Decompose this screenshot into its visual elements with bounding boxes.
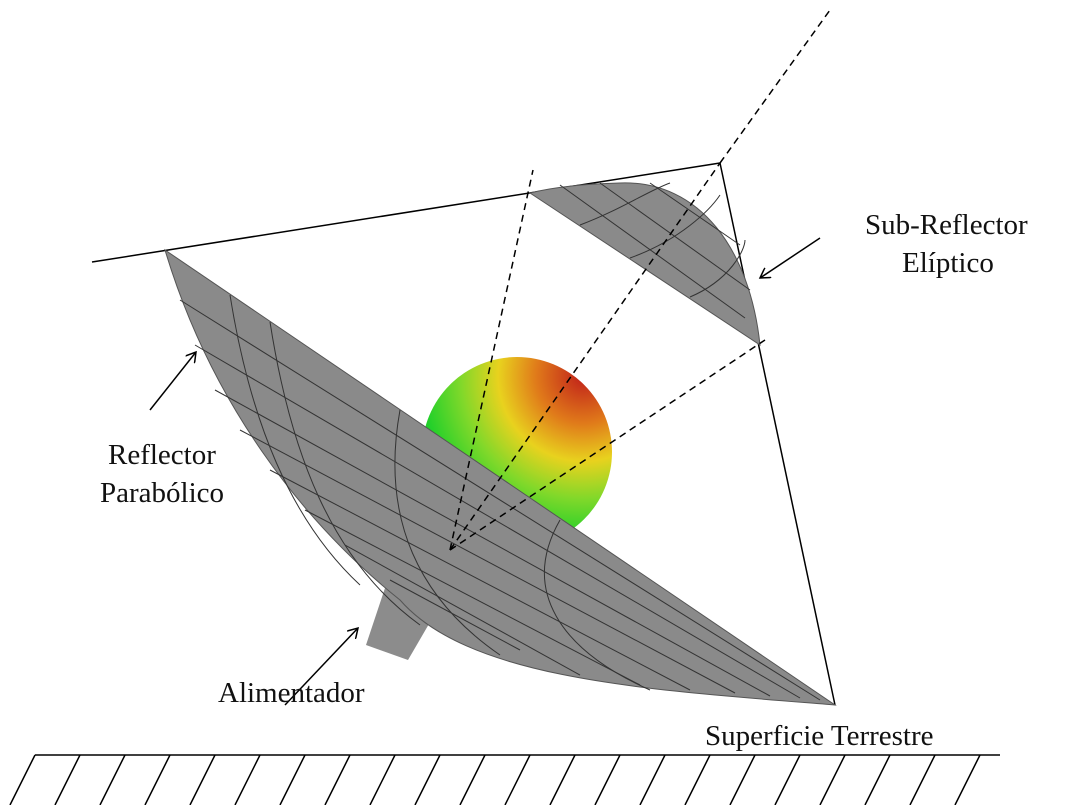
arrow	[150, 352, 196, 410]
ground	[10, 755, 1000, 805]
antenna-diagram: Sub-Reflector Elíptico Reflector Paraból…	[0, 0, 1071, 805]
label: Superficie Terrestre	[705, 720, 934, 752]
arrow	[760, 238, 820, 278]
axis-dashed	[720, 10, 830, 163]
sub-reflector	[530, 183, 760, 345]
label: Sub-Reflector	[865, 209, 1028, 241]
label: Elíptico	[902, 247, 994, 279]
right-line	[720, 163, 835, 705]
label: Reflector	[108, 439, 216, 471]
label: Alimentador	[218, 677, 365, 709]
label: Parabólico	[100, 477, 224, 509]
